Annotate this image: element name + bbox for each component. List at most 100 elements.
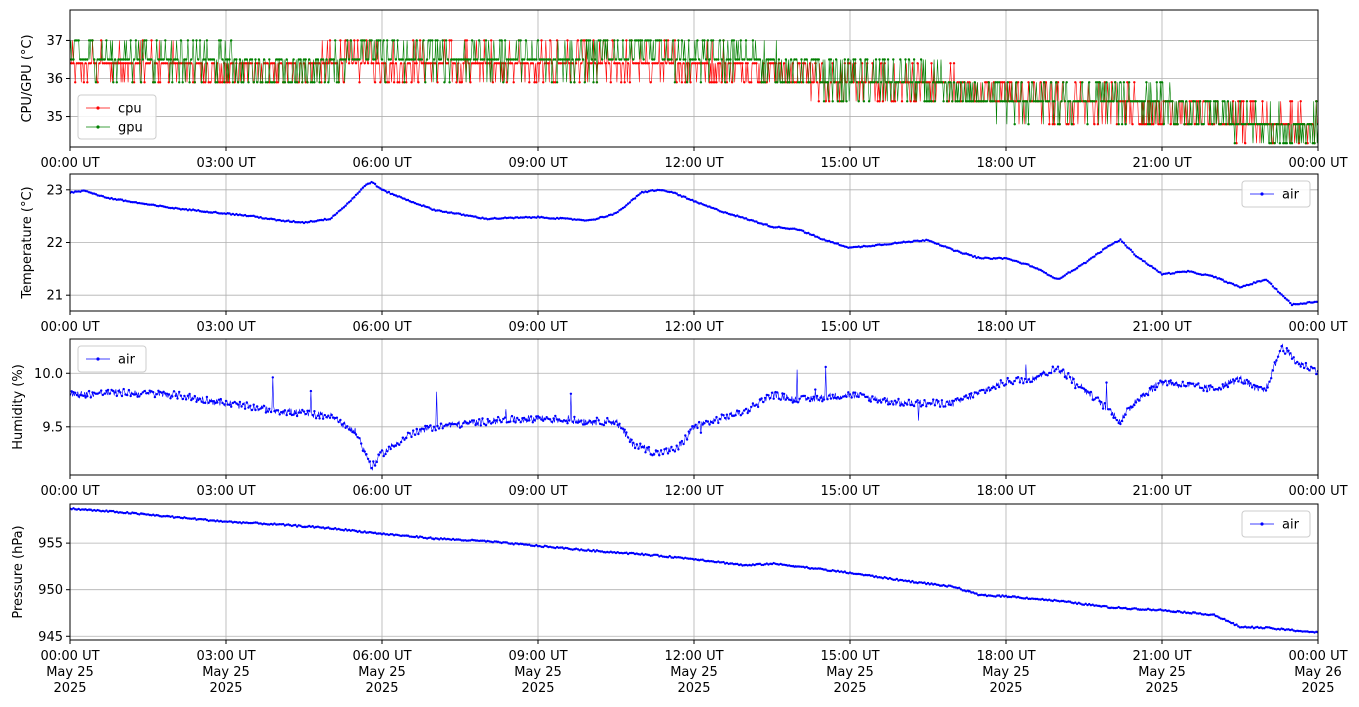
data-point [1162,609,1165,612]
data-point [1131,100,1134,103]
data-point [101,393,105,397]
data-point [1299,100,1302,103]
data-point [996,383,999,387]
data-point [637,62,640,65]
data-point [874,58,878,61]
data-point [438,538,441,541]
data-point [490,217,493,220]
data-point [204,401,207,405]
data-point [824,81,827,84]
data-point [762,223,765,226]
data-point [1042,81,1046,84]
data-point [836,242,840,245]
data-point [425,58,429,61]
data-point [781,81,784,84]
data-point [1204,273,1207,276]
data-point [323,413,326,417]
data-point [249,62,252,65]
data-point [247,214,250,218]
data-point [316,58,320,61]
data-point [566,422,569,425]
data-point [548,39,552,42]
data-point [1124,123,1127,126]
data-point [821,81,824,84]
data-point [113,62,117,65]
data-point [528,58,531,61]
data-point [259,216,262,219]
data-point [791,81,794,84]
data-point [1211,385,1214,389]
data-point [1216,388,1219,391]
data-point [717,421,720,425]
data-point [616,39,619,42]
data-point [743,409,746,412]
data-point [625,39,628,42]
data-point [126,511,129,514]
data-point [980,257,983,260]
data-point [207,211,210,214]
data-point [647,62,651,65]
data-point [231,81,235,84]
data-point [639,39,642,42]
data-point [673,191,677,194]
data-point [1112,606,1115,610]
data-point [1221,383,1224,386]
data-point [268,523,271,526]
data-point [472,62,476,65]
data-point [363,450,366,453]
data-point [522,58,526,61]
legend-label-air: air [1282,518,1300,533]
data-point [209,81,212,84]
data-point [985,100,989,103]
data-point [266,81,269,84]
data-point [221,212,224,215]
data-point [205,395,209,399]
data-point [528,216,531,219]
data-point [228,58,231,61]
data-point [772,62,775,65]
data-point [113,391,117,394]
data-point [824,239,827,242]
data-point [342,529,346,532]
data-point [117,62,120,65]
data-point [559,216,562,220]
data-point [181,81,184,84]
data-point [1133,607,1136,610]
data-point [460,539,463,542]
data-point [618,58,621,61]
data-point [143,81,146,84]
legend: air [77,345,147,373]
data-point [933,404,937,407]
data-point [829,569,833,573]
data-point [346,425,349,428]
data-point [386,39,389,42]
data-point [750,58,753,61]
data-point [895,81,898,84]
data-point [308,409,311,412]
data-point [701,62,704,65]
data-point [110,196,113,200]
data-point [1084,388,1087,392]
x-tick-label: 06:00 UT [352,649,411,664]
data-point [120,62,124,65]
data-point [302,410,306,413]
data-point [621,39,625,42]
data-point [656,449,659,453]
data-point [784,398,788,401]
data-point [807,231,810,235]
data-point [287,409,290,412]
data-point [1143,608,1146,611]
data-point [812,58,815,61]
data-point [1089,100,1093,103]
data-point [351,62,354,65]
data-point [661,452,664,456]
data-point [171,81,174,84]
data-point [377,62,380,65]
series-points-air [70,180,1318,307]
data-point [1183,384,1186,387]
data-point [226,212,229,215]
data-point [408,200,411,203]
data-point [734,562,737,566]
data-point [360,531,363,534]
data-point [190,398,193,402]
